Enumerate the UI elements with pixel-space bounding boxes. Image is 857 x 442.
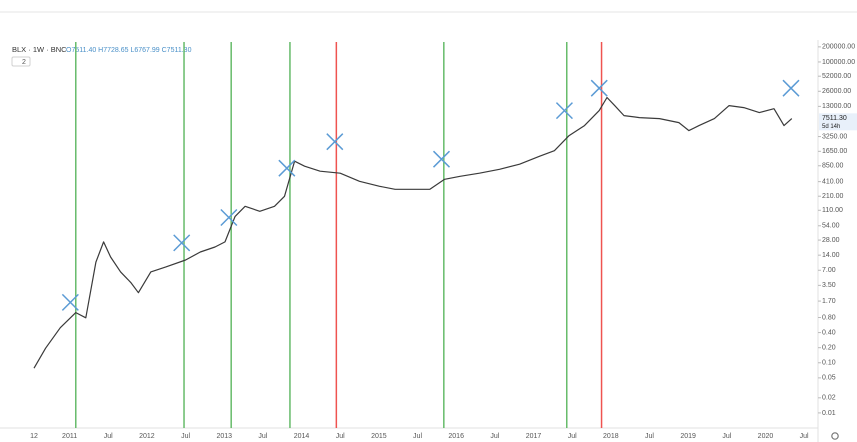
x-tick-label: 2017 (526, 433, 542, 440)
y-tick-label: 1650.00 (822, 148, 847, 155)
y-tick-label: 0.01 (822, 410, 836, 417)
y-tick-label: 1.70 (822, 298, 836, 305)
ohlc: O7511.40 H7728.65 L6767.99 C7511.30 (66, 47, 192, 54)
x-tick-label: 2016 (448, 433, 464, 440)
x-tick-label: Jul (568, 433, 577, 440)
x-tick-label: 2014 (294, 433, 310, 440)
x-marker (278, 159, 296, 177)
x-marker (173, 234, 191, 252)
x-tick-label: Jul (181, 433, 190, 440)
y-tick-label: 0.40 (822, 329, 836, 336)
countdown: 5d 14h (822, 124, 840, 130)
x-marker (590, 79, 608, 97)
x-tick-label: 2013 (216, 433, 232, 440)
x-tick-label: Jul (722, 433, 731, 440)
x-tick-label: Jul (336, 433, 345, 440)
x-marker (782, 79, 800, 97)
x-tick-label: Jul (413, 433, 422, 440)
x-tick-label: 2011 (62, 433, 77, 440)
x-tick-label: 2018 (603, 433, 619, 440)
y-tick-label: 7.00 (822, 267, 836, 274)
x-tick-label: Jul (800, 433, 809, 440)
indicator-chip[interactable] (11, 56, 31, 67)
y-tick-label: 110.00 (822, 207, 843, 214)
y-tick-label: 0.10 (822, 360, 836, 367)
y-tick-label: 13000.00 (822, 103, 851, 110)
x-marker (326, 133, 344, 151)
last-price-label: 7511.30 (822, 115, 847, 122)
x-tick-label: 2015 (371, 433, 387, 440)
y-tick-label: 54.00 (822, 223, 840, 230)
y-tick-label: 0.80 (822, 314, 836, 321)
x-marker (432, 150, 451, 168)
x-marker (220, 208, 238, 227)
y-tick-label: 52000.00 (822, 73, 851, 80)
y-tick-label: 3.50 (822, 282, 836, 289)
x-tick-label: 2019 (680, 433, 696, 440)
y-tick-label: 14.00 (822, 252, 840, 259)
symbol: BLX · 1W · BNC (12, 45, 67, 54)
y-tick-label: 0.20 (822, 345, 836, 352)
y-tick-label: 26000.00 (822, 88, 851, 95)
y-tick-label: 410.00 (822, 178, 844, 185)
y-tick-label: 850.00 (822, 163, 844, 170)
y-tick-label: 200000.00 (822, 44, 855, 51)
x-marker (555, 102, 573, 120)
y-tick-label: 210.00 (822, 193, 844, 200)
price-line (33, 96, 793, 369)
y-tick-label: 3250.00 (822, 133, 847, 140)
x-tick-label: Jul (490, 433, 499, 440)
y-tick-label: 28.00 (822, 237, 840, 244)
last-price-box (819, 113, 857, 131)
x-tick-label: Jul (645, 433, 654, 440)
y-tick-label: 0.05 (822, 375, 836, 382)
settings-icon[interactable] (831, 432, 839, 440)
x-tick-label: Jul (258, 433, 267, 440)
x-tick-label: 2012 (139, 433, 155, 440)
x-marker (61, 293, 79, 311)
indicator-count: 2 (22, 59, 26, 66)
x-tick-label: Jul (104, 433, 113, 440)
y-tick-label: 0.02 (822, 395, 836, 402)
x-tick-label: 12 (30, 433, 38, 440)
y-tick-label: 100000.00 (822, 59, 855, 66)
x-tick-label: 2020 (758, 433, 774, 440)
